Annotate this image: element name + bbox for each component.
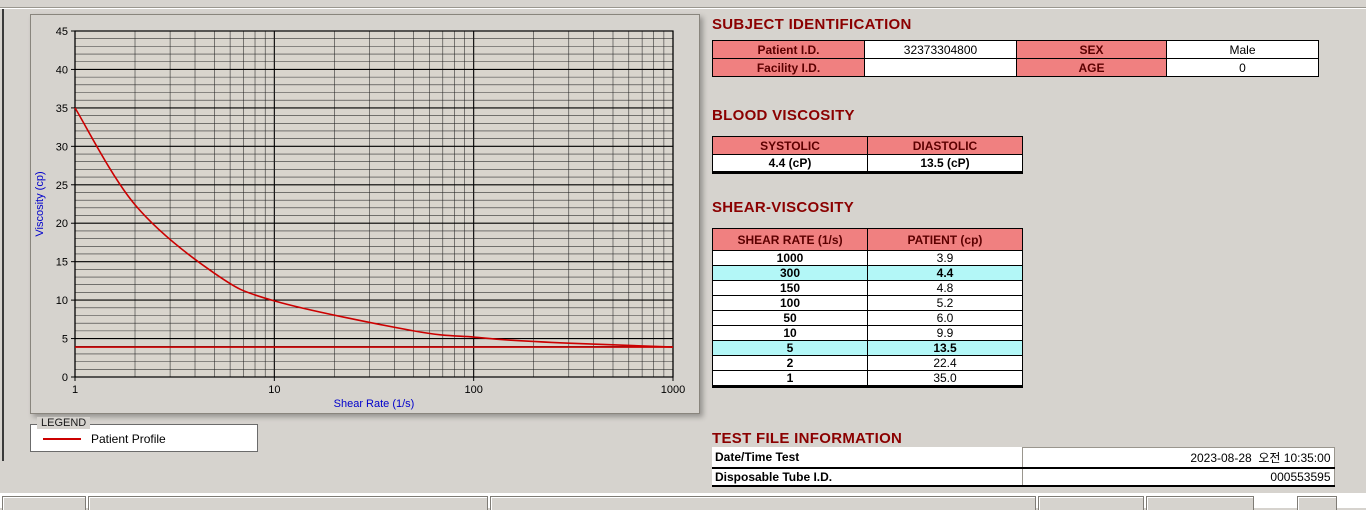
subject-identification-table: Patient I.D. 32373304800 SEX Male Facili… — [712, 40, 1319, 77]
disposable-tube-id-label: Disposable Tube I.D. — [715, 470, 833, 484]
test-file-information-table: Date/Time Test 2023-08-28 오전 10:35:00 Di… — [712, 447, 1335, 487]
patient-id-value: 32373304800 — [864, 40, 1017, 59]
window-top-bezel — [0, 7, 1366, 9]
diastolic-value: 13.5 (cP) — [867, 154, 1023, 173]
patient-viscosity-cell: 4.4 — [867, 265, 1023, 281]
patient-viscosity-cell: 4.8 — [867, 280, 1023, 296]
svg-text:5: 5 — [62, 334, 68, 346]
section-title-shear-viscosity: SHEAR-VISCOSITY — [712, 199, 855, 216]
shear-table-body: 1000 3.9 300 4.4 150 4.8 100 5.2 50 6.0 10 9.9 5 13.5… — [712, 250, 1023, 387]
window-left-bezel — [2, 9, 4, 461]
svg-text:30: 30 — [56, 141, 68, 153]
svg-text:40: 40 — [56, 64, 68, 76]
blood-viscosity-table: SYSTOLIC DIASTOLIC 4.4 (cP) 13.5 (cP) — [712, 136, 1023, 174]
patient-viscosity-cell: 3.9 — [867, 250, 1023, 266]
section-title-test-file-information: TEST FILE INFORMATION — [712, 430, 903, 447]
patient-viscosity-cell: 22.4 — [867, 355, 1023, 371]
shear-row: 5 13.5 — [712, 340, 1023, 356]
shear-row: 1000 3.9 — [712, 250, 1023, 266]
svg-text:1: 1 — [72, 384, 78, 396]
svg-text:Shear Rate (1/s): Shear Rate (1/s) — [334, 398, 415, 410]
bottom-panel-fragment — [1297, 496, 1337, 510]
svg-text:10: 10 — [56, 295, 68, 307]
svg-text:100: 100 — [464, 384, 482, 396]
patient-viscosity-cell: 6.0 — [867, 310, 1023, 326]
date-time-test-label: Date/Time Test — [715, 450, 800, 465]
shear-viscosity-table: SHEAR RATE (1/s) PATIENT (cp) 1000 3.9 300… — [712, 228, 1023, 388]
patient-viscosity-cell: 5.2 — [867, 295, 1023, 311]
svg-text:20: 20 — [56, 218, 68, 230]
bottom-panel-fragment — [2, 496, 86, 510]
shear-row: 1 35.0 — [712, 370, 1023, 387]
shear-row: 100 5.2 — [712, 295, 1023, 311]
table-row: Date/Time Test 2023-08-28 오전 10:35:00 — [712, 447, 1335, 469]
chart-legend: LEGEND Patient Profile — [30, 417, 258, 452]
svg-text:10: 10 — [268, 384, 280, 396]
svg-text:0: 0 — [62, 372, 68, 384]
disposable-tube-id-value: 000553595 — [1021, 467, 1335, 487]
table-row: 4.4 (cP) 13.5 (cP) — [712, 154, 1023, 173]
diastolic-label: DIASTOLIC — [867, 136, 1023, 155]
patient-column-header: PATIENT (cp) — [867, 228, 1023, 251]
shear-rate-cell: 150 — [712, 280, 868, 296]
shear-rate-cell: 1 — [712, 370, 868, 387]
shear-row: 2 22.4 — [712, 355, 1023, 371]
table-header-row: SHEAR RATE (1/s) PATIENT (cp) — [712, 228, 1023, 251]
shear-rate-cell: 300 — [712, 265, 868, 281]
section-title-blood-viscosity: BLOOD VISCOSITY — [712, 107, 855, 124]
legend-line-swatch — [43, 438, 81, 440]
shear-row: 300 4.4 — [712, 265, 1023, 281]
viscosity-chart-panel: 1 10 100 1000 0 5 10 15 20 25 30 35 40 45 Viscosity (c… — [30, 14, 700, 414]
systolic-value: 4.4 (cP) — [712, 154, 868, 173]
patient-viscosity-cell: 9.9 — [867, 325, 1023, 341]
patient-viscosity-cell: 13.5 — [867, 340, 1023, 356]
table-row: Disposable Tube I.D. 000553595 — [712, 467, 1335, 487]
bottom-panel-fragment — [88, 496, 488, 510]
shear-rate-cell: 10 — [712, 325, 868, 341]
shear-rate-cell: 2 — [712, 355, 868, 371]
svg-text:1000: 1000 — [661, 384, 685, 396]
shear-rate-cell: 100 — [712, 295, 868, 311]
bottom-panel-fragment — [490, 496, 1036, 510]
svg-text:15: 15 — [56, 257, 68, 269]
legend-entry-label: Patient Profile — [91, 432, 166, 446]
legend-title: LEGEND — [37, 417, 91, 429]
svg-text:Viscosity (cp): Viscosity (cp) — [34, 171, 46, 236]
shear-rate-cell: 5 — [712, 340, 868, 356]
sex-value: Male — [1166, 40, 1319, 59]
shear-rate-column-header: SHEAR RATE (1/s) — [712, 228, 868, 251]
svg-text:25: 25 — [56, 180, 68, 192]
sex-label: SEX — [1016, 40, 1167, 59]
table-row: SYSTOLIC DIASTOLIC — [712, 136, 1023, 155]
shear-row: 10 9.9 — [712, 325, 1023, 341]
shear-row: 150 4.8 — [712, 280, 1023, 296]
table-row: Patient I.D. 32373304800 SEX Male — [712, 40, 1319, 59]
patient-viscosity-cell: 35.0 — [867, 370, 1023, 387]
section-title-subject-identification: SUBJECT IDENTIFICATION — [712, 16, 912, 33]
shear-rate-cell: 50 — [712, 310, 868, 326]
date-time-test-value: 2023-08-28 오전 10:35:00 — [1021, 447, 1335, 469]
facility-id-value — [864, 58, 1017, 77]
viscosity-chart-svg: 1 10 100 1000 0 5 10 15 20 25 30 35 40 45 Viscosity (c… — [34, 26, 685, 410]
svg-text:35: 35 — [56, 103, 68, 115]
shear-rate-cell: 1000 — [712, 250, 868, 266]
facility-id-label: Facility I.D. — [712, 58, 865, 77]
shear-row: 50 6.0 — [712, 310, 1023, 326]
svg-text:45: 45 — [56, 26, 68, 38]
systolic-label: SYSTOLIC — [712, 136, 868, 155]
table-row: Facility I.D. AGE 0 — [712, 58, 1319, 77]
patient-id-label: Patient I.D. — [712, 40, 865, 59]
bottom-panel-fragment — [1038, 496, 1144, 510]
bottom-panel-fragment — [1146, 496, 1254, 510]
age-label: AGE — [1016, 58, 1167, 77]
age-value: 0 — [1166, 58, 1319, 77]
